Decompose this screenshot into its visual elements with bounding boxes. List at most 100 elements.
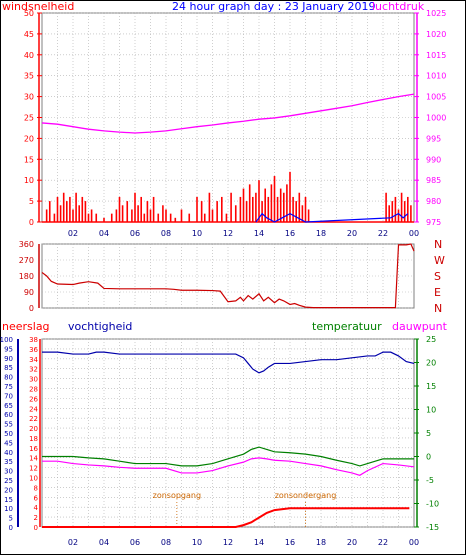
pressure-tick-label: 995 (426, 134, 441, 143)
humidity-tick-label: 60 (4, 411, 13, 419)
pressure-tick-label: 975 (426, 218, 441, 227)
temperature-tick-label: -10 (426, 500, 439, 509)
wind-tick-label: 20 (24, 134, 34, 143)
humidity-tick-label: 25 (4, 477, 13, 485)
temperature-tick-label: 15 (426, 382, 436, 391)
x-tick-label-p1: 10 (192, 229, 202, 238)
rain-tick-label: 38 (29, 336, 38, 344)
rain-tick-label: 24 (29, 405, 38, 413)
wind-tick-label: 40 (24, 51, 34, 60)
rain-tick-label: 0 (34, 524, 38, 532)
x-tick-label-p1: 22 (378, 229, 388, 238)
humidity-tick-label: 85 (4, 364, 13, 372)
pressure-line (41, 93, 415, 134)
humidity-tick-label: 90 (4, 355, 13, 363)
humidity-tick-label: 30 (4, 468, 13, 476)
rain-tick-label: 20 (29, 425, 38, 433)
pressure-tick-label: 1000 (426, 114, 446, 123)
compass-label: W (434, 254, 445, 267)
vochtigheid-line (42, 351, 415, 374)
direction-tick-label: 0 (29, 304, 34, 313)
wind-line (255, 212, 409, 223)
rain-tick-label: 8 (34, 484, 38, 492)
humidity-tick-label: 65 (4, 402, 13, 410)
humidity-tick-label: 75 (4, 383, 13, 391)
rain-tick-label: 14 (29, 455, 38, 463)
humidity-tick-label: 5 (9, 515, 13, 523)
pressure-tick-label: 990 (426, 155, 441, 164)
sunset-label: zonsondergang (275, 491, 337, 500)
temperature-tick-label: -5 (426, 476, 434, 485)
humidity-tick-label: 70 (4, 392, 13, 400)
x-tick-label-p3: 08 (161, 538, 171, 547)
x-tick-label-p1: 02 (68, 229, 78, 238)
x-tick-label-p3: 20 (347, 538, 357, 547)
temperature-tick-label: 10 (426, 406, 436, 415)
humidity-tick-label: 0 (9, 524, 13, 532)
rain-tick-label: 4 (34, 504, 39, 512)
temperature-tick-label: 20 (426, 359, 436, 368)
rain-tick-label: 6 (34, 494, 39, 502)
humidity-tick-label: 80 (4, 374, 13, 382)
rain-tick-label: 36 (29, 346, 38, 354)
humidity-axis-label: vochtigheid (68, 320, 132, 333)
x-tick-label-p3: 12 (223, 538, 233, 547)
humidity-tick-label: 45 (4, 439, 13, 447)
rain-tick-label: 2 (34, 514, 38, 522)
humidity-tick-label: 40 (4, 449, 13, 457)
x-tick-label-p3: 02 (68, 538, 78, 547)
temperatuur-line (42, 446, 414, 467)
wind-tick-label: 0 (29, 218, 34, 227)
rain-tick-label: 32 (29, 366, 38, 374)
pressure-tick-label: 980 (426, 197, 441, 206)
humidity-tick-label: 95 (4, 345, 13, 353)
wind-tick-label: 30 (24, 93, 34, 102)
compass-label: N (434, 238, 442, 251)
x-tick-label-p1: 16 (285, 229, 295, 238)
x-tick-label-p1: 04 (99, 229, 109, 238)
compass-label: S (434, 270, 441, 283)
chart-title: 24 hour graph day : 23 January 2019 (172, 0, 376, 13)
humidity-tick-label: 100 (0, 336, 13, 344)
compass-label: N (434, 302, 442, 315)
rain-tick-label: 28 (29, 385, 38, 393)
x-tick-label-p1: 20 (347, 229, 357, 238)
pressure-tick-label: 1015 (426, 51, 446, 60)
x-tick-label-p1: 08 (161, 229, 171, 238)
rain-tick-label: 16 (29, 445, 38, 453)
temperature-tick-label: 0 (426, 453, 431, 462)
x-tick-label-p3: 14 (254, 538, 264, 547)
direction-tick-label: 180 (19, 272, 34, 281)
wind-tick-label: 35 (24, 72, 34, 81)
direction-tick-label: 360 (19, 240, 34, 249)
pressure-tick-label: 985 (426, 176, 441, 185)
rain-tick-label: 12 (29, 465, 38, 473)
wind-tick-label: 25 (24, 114, 34, 123)
x-tick-label-p3: 04 (99, 538, 109, 547)
humidity-tick-label: 35 (4, 458, 13, 466)
wind-tick-label: 5 (29, 197, 34, 206)
x-tick-label-p1: 12 (223, 229, 233, 238)
x-tick-label-p1: 18 (316, 229, 326, 238)
pressure-axis-label: luchtdruk (372, 0, 425, 13)
direction-line (41, 243, 415, 309)
wind-axis-label: windsnelheid (2, 0, 74, 13)
x-tick-label-p3: 22 (378, 538, 388, 547)
x-tick-label-p3: 06 (130, 538, 140, 547)
pressure-tick-label: 1005 (426, 93, 446, 102)
x-tick-label-p3: 16 (285, 538, 295, 547)
rain-tick-label: 30 (29, 376, 38, 384)
rain-tick-label: 34 (29, 356, 38, 364)
rain-tick-label: 18 (29, 435, 38, 443)
x-tick-label-p1: 14 (254, 229, 264, 238)
x-tick-label-p3: 10 (192, 538, 202, 547)
temperature-tick-label: 5 (426, 429, 431, 438)
wind-tick-label: 50 (24, 9, 34, 18)
x-tick-label-p1: 00 (409, 229, 419, 238)
temperature-tick-label: 25 (426, 335, 436, 344)
sunrise-label: zonsopgang (153, 491, 201, 500)
direction-tick-label: 90 (24, 288, 34, 297)
humidity-tick-label: 10 (4, 505, 13, 513)
neerslag-line (42, 507, 410, 528)
x-tick-label-p3: 18 (316, 538, 326, 547)
